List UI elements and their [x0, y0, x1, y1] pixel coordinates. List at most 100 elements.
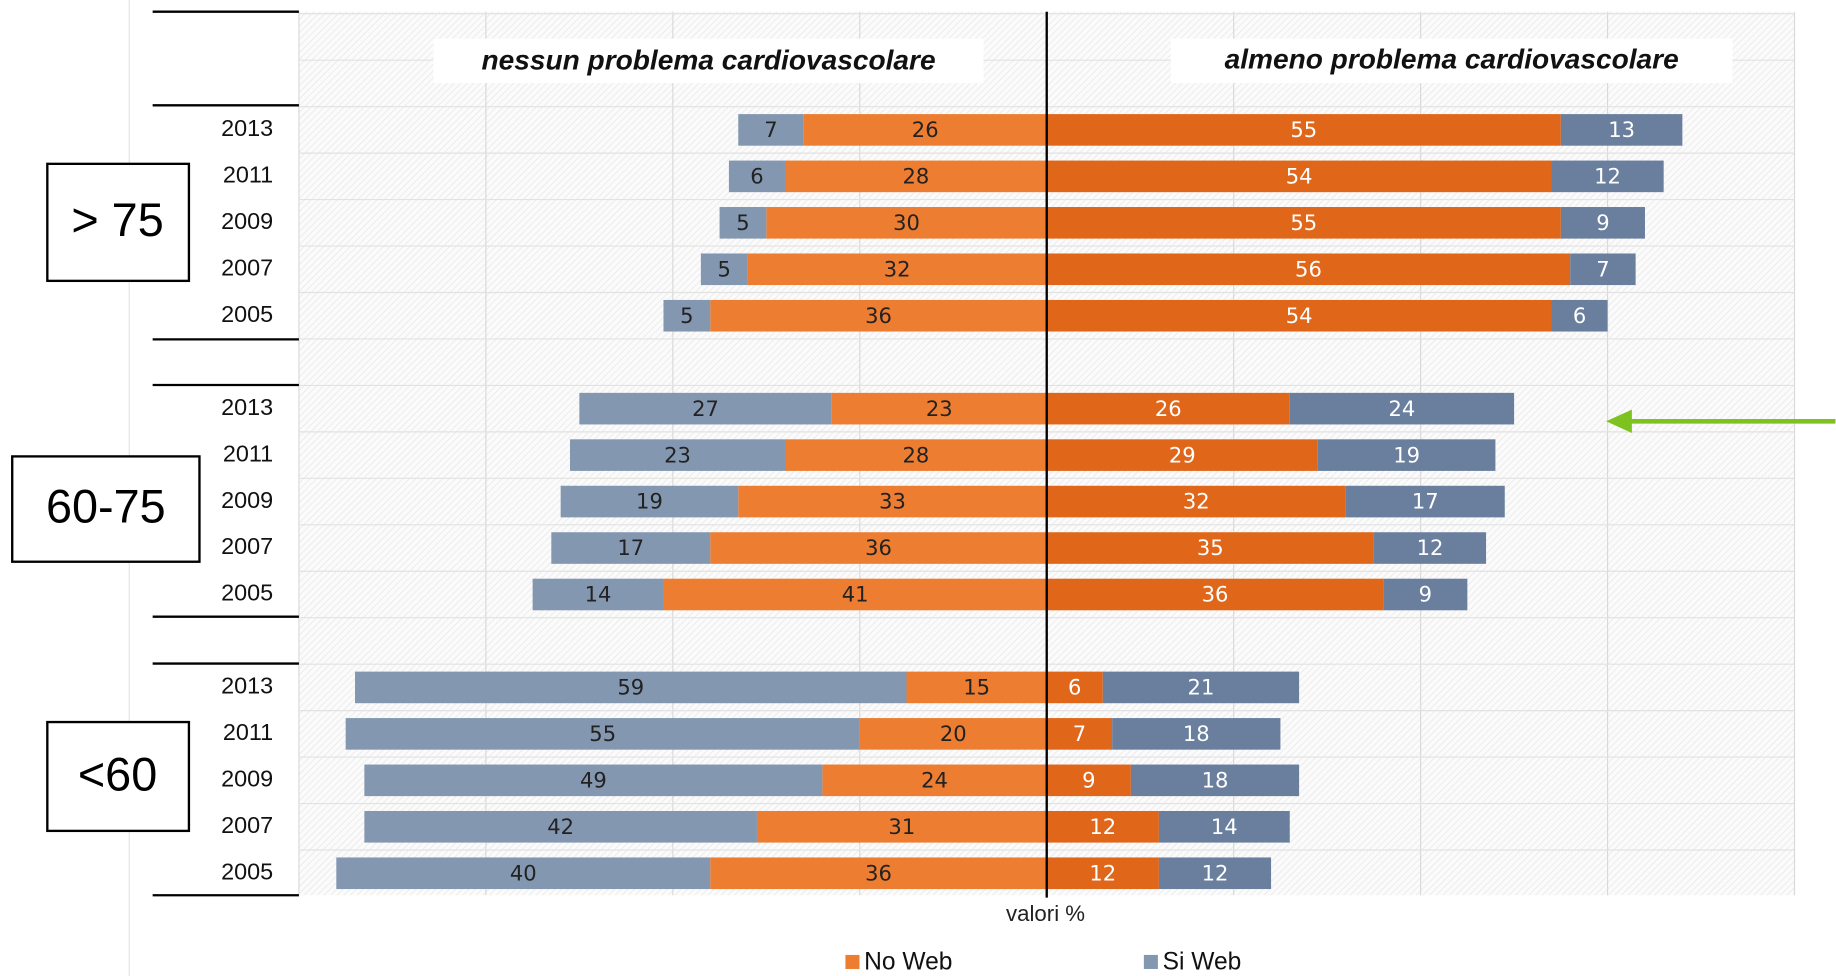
data-label: 12 — [1594, 164, 1621, 189]
y-tick-label: 2007 — [221, 812, 273, 838]
data-label: 5 — [680, 303, 693, 328]
y-tick-label: 2005 — [221, 858, 273, 884]
y-tick-label: 2005 — [221, 301, 273, 327]
y-tick-label: 2011 — [223, 719, 273, 745]
bar-segment — [1112, 718, 1281, 750]
data-label: 54 — [1286, 303, 1313, 328]
data-label: 17 — [617, 535, 644, 560]
bar-segment — [1046, 810, 1159, 843]
data-label: 36 — [1202, 582, 1229, 607]
data-label: 12 — [1202, 860, 1229, 885]
panel-title: nessun problema cardiovascolare — [481, 44, 935, 75]
bar-segment — [1046, 718, 1113, 750]
bar-segment — [1383, 578, 1468, 611]
data-label: 30 — [893, 210, 920, 235]
bar-segment — [710, 532, 1047, 564]
bar-segment — [345, 718, 860, 750]
legend-swatch — [845, 954, 860, 969]
group-label: 60-75 — [46, 481, 166, 533]
bar-segment — [1046, 857, 1159, 890]
data-label: 33 — [879, 489, 906, 514]
bar-segment — [784, 160, 1047, 193]
bar-segment — [579, 392, 832, 425]
data-label: 31 — [888, 814, 915, 839]
group-label: <60 — [78, 749, 157, 801]
panel-title: almeno problema cardiovascolare — [1225, 43, 1679, 74]
data-label: 19 — [1393, 442, 1420, 467]
panel-title-box — [433, 38, 984, 84]
bar-segment — [719, 207, 767, 239]
y-tick-label: 2005 — [221, 580, 273, 606]
data-label: 19 — [636, 489, 663, 514]
data-label: 28 — [902, 442, 929, 467]
bar-segment — [1046, 392, 1290, 425]
bar-segment — [1130, 764, 1300, 797]
bar-segment — [784, 439, 1047, 471]
bar-segment — [1046, 253, 1571, 286]
bar-segment — [1046, 578, 1384, 611]
bar-segment — [747, 253, 1047, 286]
bar-segment — [859, 718, 1047, 750]
data-label: 24 — [921, 768, 948, 793]
data-label: 17 — [1412, 489, 1439, 514]
data-label: 23 — [664, 442, 691, 467]
y-tick-label: 2009 — [221, 766, 273, 792]
bar-segment — [700, 253, 748, 286]
bar-segment — [831, 392, 1047, 425]
bar-segment — [728, 160, 785, 193]
bar-segment — [1551, 299, 1608, 332]
data-label: 41 — [842, 582, 869, 607]
bar-segment — [1046, 207, 1561, 239]
data-label: 18 — [1202, 768, 1229, 793]
group-label: > 75 — [71, 194, 163, 246]
bar-segment — [1560, 207, 1645, 239]
data-label: 14 — [1211, 814, 1238, 839]
arrow — [1606, 409, 1836, 433]
bar-segment — [710, 299, 1047, 332]
bar-segment — [1046, 114, 1561, 146]
data-label: 32 — [1183, 489, 1210, 514]
group-box — [11, 455, 201, 563]
bar-segment — [1046, 764, 1131, 797]
data-label: 36 — [865, 303, 892, 328]
data-label: 12 — [1089, 814, 1116, 839]
bar-segment — [756, 810, 1047, 843]
data-label: 36 — [865, 535, 892, 560]
y-tick-label: 2011 — [223, 162, 273, 188]
data-label: 59 — [617, 675, 644, 700]
y-tick-label: 2007 — [221, 254, 273, 280]
data-label: 55 — [1290, 210, 1317, 235]
bar-segment — [560, 485, 739, 518]
bar-segment — [906, 671, 1047, 704]
data-label: 26 — [912, 117, 939, 142]
data-label: 35 — [1197, 535, 1224, 560]
data-label: 6 — [1573, 303, 1586, 328]
bar-segment — [1046, 532, 1374, 564]
data-label: 32 — [884, 256, 911, 281]
data-label: 9 — [1596, 210, 1609, 235]
bar-segment — [1046, 485, 1346, 518]
bar-segment — [1046, 439, 1318, 471]
data-label: 9 — [1082, 768, 1095, 793]
bar-segment — [663, 299, 711, 332]
bar-segment — [738, 485, 1047, 518]
y-tick-label: 2013 — [221, 673, 273, 699]
data-label: 7 — [1596, 256, 1609, 281]
data-label: 40 — [510, 860, 537, 885]
data-label: 54 — [1286, 164, 1313, 189]
y-tick-label: 2013 — [221, 394, 273, 420]
data-label: 15 — [963, 675, 990, 700]
bar-segment — [551, 532, 711, 564]
data-label: 14 — [585, 582, 612, 607]
y-tick-label: 2009 — [221, 487, 273, 513]
legend-label: Si Web — [1163, 949, 1242, 976]
data-label: 29 — [1169, 442, 1196, 467]
y-tick-label: 2011 — [223, 440, 273, 466]
bar-segment — [1570, 253, 1636, 286]
data-label: 7 — [764, 117, 777, 142]
group-box — [46, 720, 191, 833]
data-label: 24 — [1389, 396, 1416, 421]
